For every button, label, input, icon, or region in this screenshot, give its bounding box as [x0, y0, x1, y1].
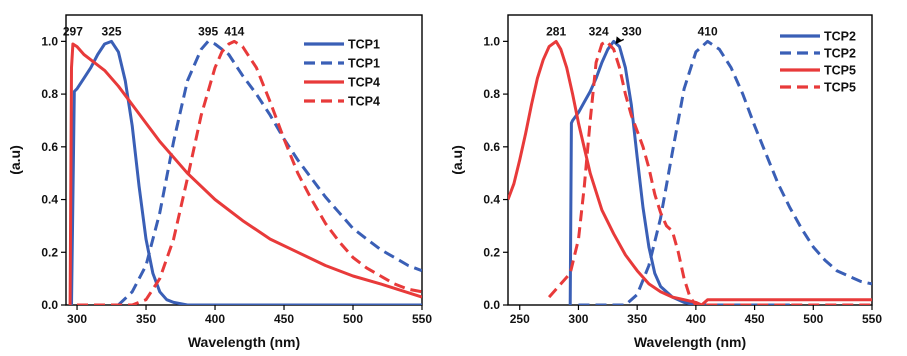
legend-label: TCP2 [824, 47, 856, 61]
series-line-tcp2-solid [568, 39, 790, 305]
legend-label: TCP2 [824, 30, 856, 44]
x-tick-label: 350 [627, 312, 647, 326]
x-tick-label: 300 [568, 312, 588, 326]
series-line-tcp5-solid [508, 39, 872, 305]
peak-annotation: 410 [698, 24, 718, 38]
peak-annotation: 414 [224, 24, 244, 38]
y-axis-label: (a.u) [449, 145, 465, 175]
legend-label: TCP1 [348, 57, 380, 71]
y-tick-label: 0.4 [41, 193, 58, 207]
series-line-tcp2-dashed [578, 39, 872, 305]
x-axis-label: Wavelength (nm) [188, 334, 300, 350]
series-group [68, 39, 422, 305]
y-tick-label: 0.2 [483, 245, 500, 259]
y-tick-label: 0.8 [41, 87, 58, 101]
y-tick-label: 0.4 [483, 193, 500, 207]
peak-annotation: 324 [589, 24, 609, 38]
y-tick-label: 0.8 [483, 87, 500, 101]
x-tick-label: 450 [274, 312, 294, 326]
legend-label: TCP4 [348, 76, 380, 90]
peak-annotation: 330 [622, 24, 642, 38]
chart-panel-2: 250 300 350 400 450 500 550 0.0 0.2 0.4 0.6 0.8 1.0 W… [449, 14, 882, 350]
series-group [508, 39, 872, 305]
x-tick-label: 500 [803, 312, 823, 326]
x-tick-label: 250 [510, 312, 530, 326]
peak-annotation: 325 [102, 24, 122, 38]
series-line-tcp4-dashed [77, 39, 422, 305]
y-tick-label: 1.0 [41, 34, 58, 48]
x-tick-label: 550 [862, 312, 882, 326]
x-tick-label: 350 [136, 312, 156, 326]
y-axis-label: (a.u) [7, 145, 23, 175]
series-line-tcp4-solid [68, 42, 422, 305]
x-tick-label: 400 [205, 312, 225, 326]
legend-label: TCP1 [348, 38, 380, 52]
series-line-tcp1-solid [70, 39, 422, 305]
y-tick-label: 1.0 [483, 34, 500, 48]
series-line-tcp5-dashed [547, 39, 872, 305]
arrow-head [615, 36, 622, 44]
y-tick-label: 0.6 [483, 140, 500, 154]
x-tick-label: 500 [343, 312, 363, 326]
y-tick-label: 0.0 [41, 298, 58, 312]
x-tick-label: 300 [67, 312, 87, 326]
y-tick-label: 0.6 [41, 140, 58, 154]
chart-panel-1: 300 350 400 450 500 550 0.0 0.2 0.4 0.6 0.8 1.0 Wave… [7, 14, 432, 350]
y-tick-label: 0.0 [483, 298, 500, 312]
legend-label: TCP5 [824, 81, 856, 95]
peak-annotation: 395 [198, 24, 218, 38]
legend-label: TCP4 [348, 95, 380, 109]
x-tick-label: 450 [745, 312, 765, 326]
x-tick-label: 400 [686, 312, 706, 326]
y-tick-label: 0.2 [41, 245, 58, 259]
x-axis-label: Wavelength (nm) [634, 334, 746, 350]
peak-annotation: 297 [63, 24, 83, 38]
x-tick-label: 550 [412, 312, 432, 326]
peak-annotation: 281 [546, 24, 566, 38]
legend-label: TCP5 [824, 64, 856, 78]
